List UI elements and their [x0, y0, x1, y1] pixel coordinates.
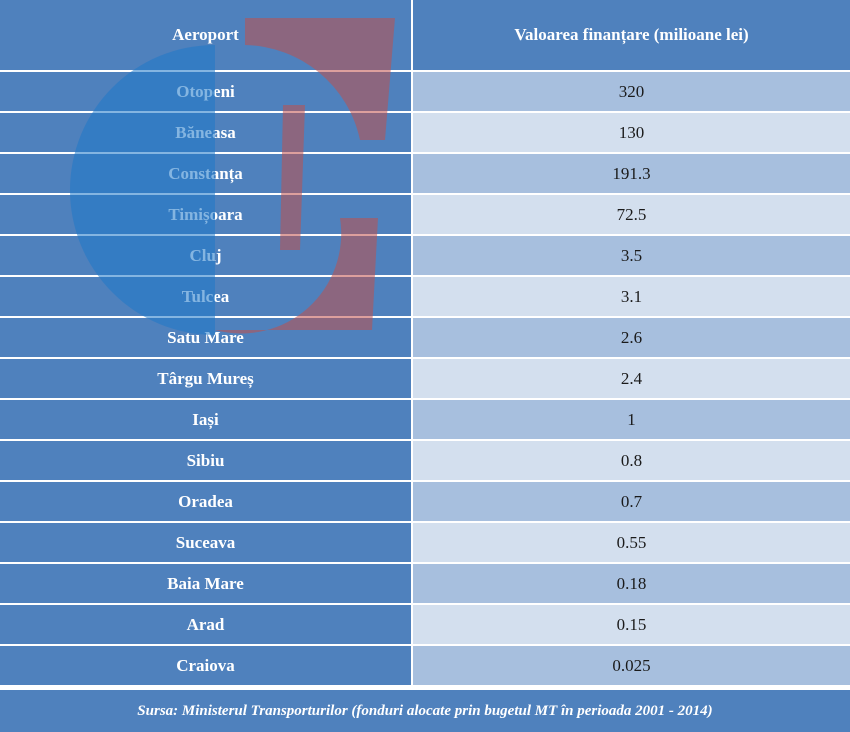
- table-row: Timișoara 72.5: [0, 195, 850, 236]
- funding-value-cell: 3.1: [413, 277, 850, 316]
- funding-value-cell: 0.8: [413, 441, 850, 480]
- airport-name-cell: Tulcea: [0, 277, 413, 316]
- airport-name-cell: Baia Mare: [0, 564, 413, 603]
- funding-value-cell: 0.15: [413, 605, 850, 644]
- funding-value-cell: 0.7: [413, 482, 850, 521]
- airport-name-cell: Constanța: [0, 154, 413, 193]
- header-funding-value: Valoarea finanțare (milioane lei): [413, 0, 850, 70]
- airport-name-cell: Iași: [0, 400, 413, 439]
- table-row: Târgu Mureș 2.4: [0, 359, 850, 400]
- airport-name-cell: Suceava: [0, 523, 413, 562]
- table-row: Oradea 0.7: [0, 482, 850, 523]
- funding-value-cell: 0.55: [413, 523, 850, 562]
- airport-name-cell: Oradea: [0, 482, 413, 521]
- table-row: Cluj 3.5: [0, 236, 850, 277]
- funding-value-cell: 0.18: [413, 564, 850, 603]
- table-header-row: Aeroport Valoarea finanțare (milioane le…: [0, 0, 850, 70]
- table-row: Baia Mare 0.18: [0, 564, 850, 605]
- airport-name-cell: Timișoara: [0, 195, 413, 234]
- table-row: Constanța 191.3: [0, 154, 850, 195]
- airport-name-cell: Târgu Mureș: [0, 359, 413, 398]
- funding-value-cell: 3.5: [413, 236, 850, 275]
- funding-value-cell: 0.025: [413, 646, 850, 685]
- table-row: Băneasa 130: [0, 113, 850, 154]
- table-row: Suceava 0.55: [0, 523, 850, 564]
- airport-name-cell: Craiova: [0, 646, 413, 685]
- funding-value-cell: 2.4: [413, 359, 850, 398]
- airport-name-cell: Băneasa: [0, 113, 413, 152]
- table-row: Craiova 0.025: [0, 646, 850, 687]
- funding-value-cell: 320: [413, 72, 850, 111]
- airport-name-cell: Arad: [0, 605, 413, 644]
- table-row: Otopeni 320: [0, 72, 850, 113]
- table-row: Tulcea 3.1: [0, 277, 850, 318]
- table-row: Iași 1: [0, 400, 850, 441]
- header-airport: Aeroport: [0, 0, 413, 70]
- airport-name-cell: Sibiu: [0, 441, 413, 480]
- funding-value-cell: 2.6: [413, 318, 850, 357]
- table-row: Sibiu 0.8: [0, 441, 850, 482]
- airport-name-cell: Otopeni: [0, 72, 413, 111]
- table-row: Arad 0.15: [0, 605, 850, 646]
- table-row: Satu Mare 2.6: [0, 318, 850, 359]
- funding-value-cell: 191.3: [413, 154, 850, 193]
- table-footer-source: Sursa: Ministerul Transporturilor (fondu…: [0, 690, 850, 732]
- funding-value-cell: 1: [413, 400, 850, 439]
- funding-value-cell: 72.5: [413, 195, 850, 234]
- airport-name-cell: Cluj: [0, 236, 413, 275]
- airport-name-cell: Satu Mare: [0, 318, 413, 357]
- funding-value-cell: 130: [413, 113, 850, 152]
